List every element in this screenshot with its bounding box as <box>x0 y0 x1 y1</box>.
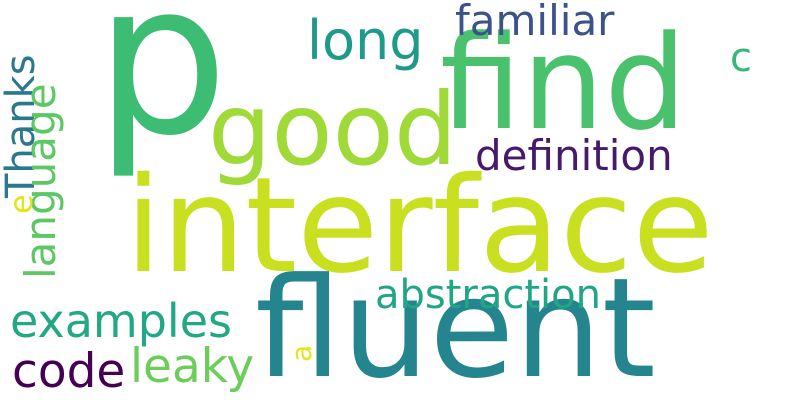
word-abstraction: abstraction <box>375 272 601 318</box>
word-good: good <box>208 71 458 188</box>
word-examples: examples <box>10 294 232 348</box>
word-c: c <box>730 35 752 81</box>
word-definition: definition <box>475 131 673 180</box>
word-language: language <box>16 83 65 279</box>
word-e: e <box>2 194 40 214</box>
word-interface: interface <box>125 149 714 303</box>
word-a: a <box>285 344 318 362</box>
word-code: code <box>12 344 126 399</box>
word-fluent: fluent <box>255 248 656 400</box>
word-familiar: familiar <box>455 0 615 45</box>
word-p: p <box>95 0 229 182</box>
word-leaky: leaky <box>130 339 255 394</box>
word-long: long <box>307 9 424 72</box>
word-find: find <box>440 7 687 159</box>
